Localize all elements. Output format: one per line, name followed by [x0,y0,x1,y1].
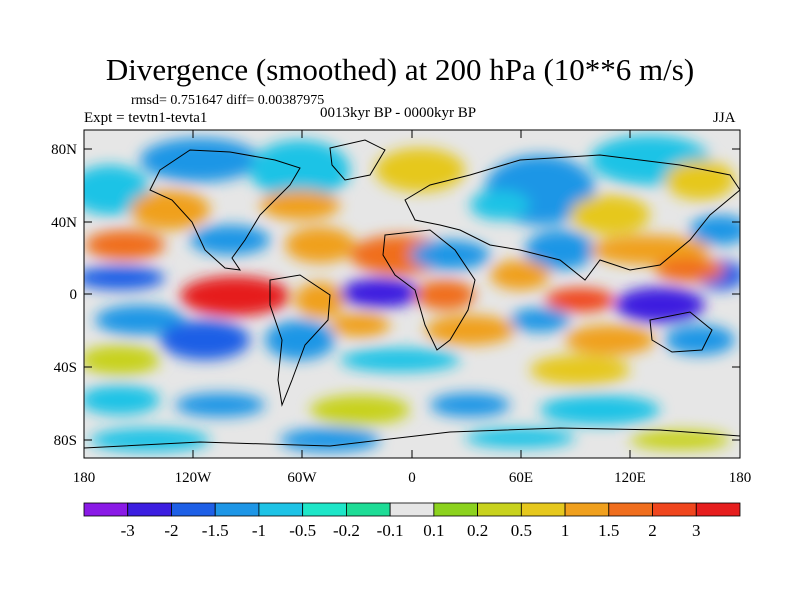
colorbar-label: 1.5 [598,521,619,540]
season-label: JJA [713,110,736,126]
colorbar-swatch [345,502,391,517]
lon-label: 0 [408,470,416,486]
colorbar: -3 -2 -1.5 -1 -0.5 -0.2 -0.1 0.1 0.2 0.5 1 1.5 2 3 [83,502,741,540]
lat-labels: 80N 40N 0 40S 80S [51,142,77,449]
period-label: 0013kyr BP - 0000kyr BP [320,105,477,121]
colorbar-swatch [83,502,129,517]
lon-label: 60W [287,470,317,486]
lat-label: 40N [51,215,77,231]
lat-label: 0 [70,287,78,303]
colorbar-label: 0.2 [467,521,488,540]
lon-label: 120E [614,470,646,486]
colorbar-swatch [477,502,522,517]
experiment-label: Expt = tevtn1-tevta1 [84,110,208,126]
colorbar-swatch [652,502,697,517]
lat-ticks [84,148,740,441]
colorbar-label: -2 [164,521,178,540]
lat-label: 80S [54,433,77,449]
coastlines [84,139,740,449]
colorbar-label: -0.2 [333,521,360,540]
colorbar-swatch [608,502,653,517]
lat-label: 40S [54,360,77,376]
colorbar-label: 3 [692,521,701,540]
colorbar-label: -3 [121,521,135,540]
colorbar-swatch [389,502,435,517]
colorbar-swatch [564,502,610,517]
colorbar-label: -1.5 [202,521,229,540]
lon-label: 180 [73,470,96,486]
colorbar-label: -0.1 [377,521,404,540]
colorbar-swatch [171,502,216,517]
colorbar-swatch [214,502,260,517]
colorbar-label: -0.5 [289,521,316,540]
map-title: Divergence (smoothed) at 200 hPa (10**6 … [105,52,695,87]
lon-label: 120W [175,470,213,486]
colorbar-label: 2 [648,521,657,540]
colorbar-swatch [520,502,566,517]
colorbar-swatch [258,502,304,517]
colorbar-swatch [127,502,172,517]
lon-label: 60E [509,470,533,486]
lon-label: 180 [729,470,752,486]
lat-label: 80N [51,142,77,158]
colorbar-label: 0.5 [511,521,532,540]
rmsd-stats: rmsd= 0.751647 diff= 0.00387975 [131,93,325,108]
colorbar-label: -1 [252,521,266,540]
colorbar-label: 0.1 [423,521,444,540]
lon-ticks [83,130,741,458]
colorbar-swatch [302,502,347,517]
lon-labels: 180 120W 60W 0 60E 120E 180 [73,470,752,486]
colorbar-swatch [695,502,741,517]
colorbar-swatch [433,502,479,517]
field-layer [84,130,740,458]
colorbar-label: 1 [561,521,570,540]
